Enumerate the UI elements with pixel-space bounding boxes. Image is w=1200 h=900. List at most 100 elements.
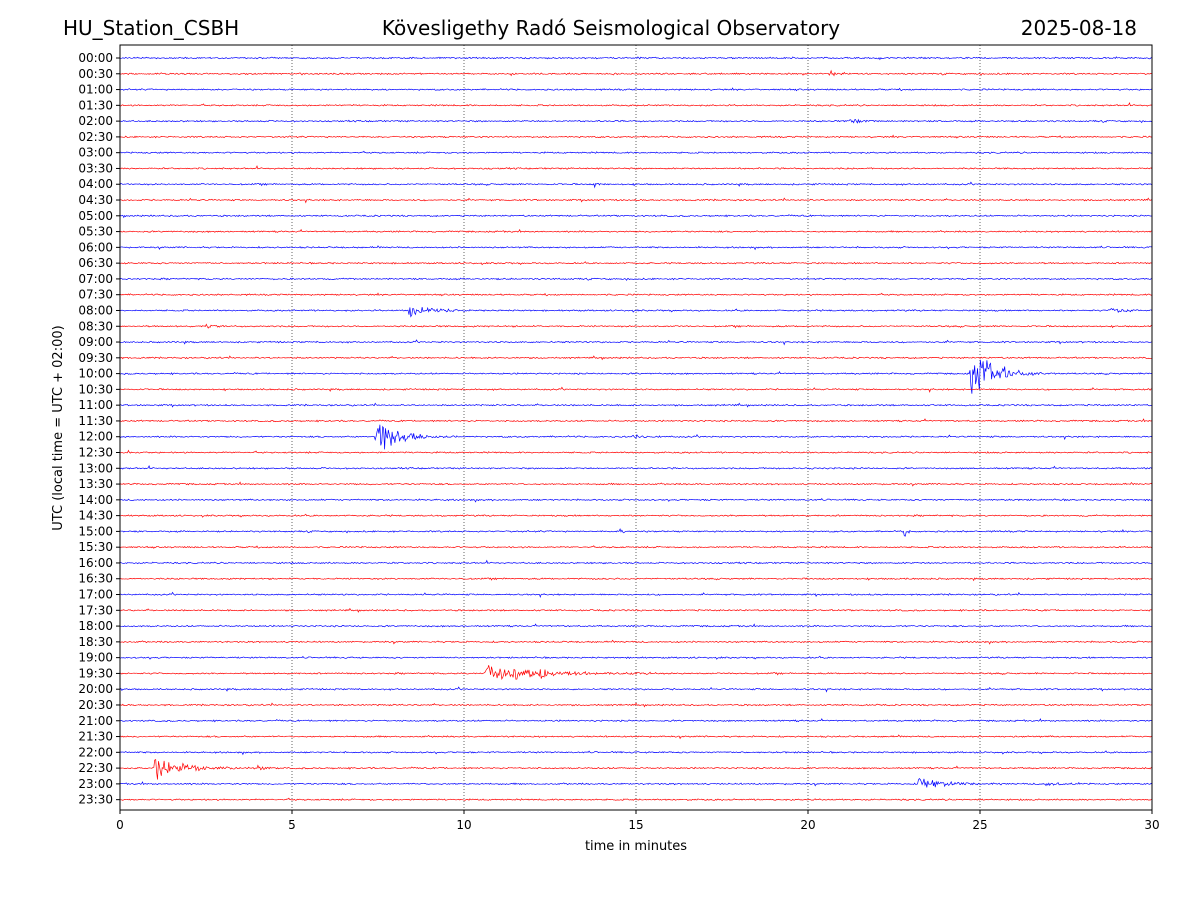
y-tick-label: 11:00 <box>78 398 113 412</box>
trace-1600 <box>119 559 1153 565</box>
y-tick-label: 09:00 <box>78 335 113 349</box>
trace-1230 <box>119 449 1153 454</box>
y-tick-label: 18:00 <box>78 619 113 633</box>
trace-1530 <box>119 545 1153 549</box>
date-title: 2025-08-18 <box>1021 16 1137 40</box>
y-tick-label: 22:30 <box>78 761 113 775</box>
trace-0630 <box>119 261 1153 266</box>
trace-0700 <box>119 277 1153 281</box>
trace-0200 <box>119 118 1153 124</box>
x-tick-label: 30 <box>1144 818 1159 832</box>
y-tick-label: 12:30 <box>78 446 113 460</box>
y-tick-label: 07:00 <box>78 272 113 286</box>
trace-1700 <box>119 591 1153 599</box>
y-tick-label: 00:30 <box>78 67 113 81</box>
y-tick-label: 22:00 <box>78 745 113 759</box>
x-axis-ticks: 0 5 10 15 20 25 30 <box>116 810 1160 832</box>
trace-2030 <box>119 702 1153 708</box>
trace-1000 <box>119 359 1153 394</box>
y-tick-label: 19:30 <box>78 666 113 680</box>
x-grid <box>291 45 981 810</box>
y-tick-label: 15:00 <box>78 524 113 538</box>
trace-0400 <box>119 181 1153 189</box>
trace-0000 <box>119 56 1153 61</box>
y-tick-label: 16:30 <box>78 572 113 586</box>
trace-0600 <box>119 245 1153 251</box>
y-tick-label: 07:30 <box>78 288 113 302</box>
observatory-title: Kövesligethy Radó Seismological Observat… <box>382 16 840 40</box>
y-tick-label: 05:30 <box>78 225 113 239</box>
trace-1330 <box>119 481 1153 487</box>
y-tick-label: 04:00 <box>78 177 113 191</box>
trace-0330 <box>119 165 1153 170</box>
trace-2100 <box>119 718 1153 723</box>
y-tick-label: 03:00 <box>78 146 113 160</box>
trace-2330 <box>119 797 1153 802</box>
trace-0800 <box>119 306 1153 318</box>
trace-1130 <box>119 418 1153 423</box>
trace-2200 <box>119 750 1153 756</box>
y-tick-label: 04:30 <box>78 193 113 207</box>
y-tick-label: 08:00 <box>78 303 113 317</box>
trace-1400 <box>119 498 1153 503</box>
y-tick-label: 12:00 <box>78 430 113 444</box>
y-tick-label: 01:00 <box>78 83 113 97</box>
y-tick-label: 17:00 <box>78 588 113 602</box>
trace-1030 <box>119 386 1153 393</box>
trace-1830 <box>119 639 1153 645</box>
y-tick-label: 00:00 <box>78 51 113 65</box>
trace-0500 <box>119 214 1153 219</box>
x-tick-label: 0 <box>116 818 124 832</box>
y-tick-label: 05:00 <box>78 209 113 223</box>
trace-1800 <box>119 623 1153 628</box>
y-tick-label: 13:30 <box>78 477 113 491</box>
y-tick-label: 21:30 <box>78 730 113 744</box>
trace-1500 <box>119 528 1153 537</box>
y-axis-label: UTC (local time = UTC + 02:00) <box>51 325 66 530</box>
trace-1900 <box>120 655 1153 660</box>
trace-0930 <box>119 355 1153 361</box>
y-tick-label: 10:00 <box>78 367 113 381</box>
trace-1100 <box>119 402 1153 408</box>
trace-1200 <box>119 424 1153 450</box>
trace-0130 <box>119 102 1153 107</box>
y-tick-label: 16:00 <box>78 556 113 570</box>
trace-1730 <box>120 607 1153 613</box>
y-tick-label: 11:30 <box>78 414 113 428</box>
x-tick-label: 5 <box>288 818 296 832</box>
trace-0430 <box>119 197 1153 204</box>
y-tick-label: 14:00 <box>78 493 113 507</box>
y-tick-label: 20:00 <box>78 682 113 696</box>
trace-2130 <box>119 734 1153 740</box>
seismic-traces <box>119 56 1153 802</box>
y-tick-label: 18:30 <box>78 635 113 649</box>
x-tick-label: 25 <box>972 818 987 832</box>
y-tick-label: 06:30 <box>78 256 113 270</box>
trace-0100 <box>119 87 1153 92</box>
trace-1930 <box>119 665 1153 681</box>
y-tick-label: 02:00 <box>78 114 113 128</box>
trace-0530 <box>119 228 1153 233</box>
x-tick-label: 15 <box>628 818 643 832</box>
trace-2300 <box>119 778 1153 788</box>
trace-2000 <box>119 686 1153 693</box>
trace-0030 <box>119 69 1153 77</box>
y-tick-label: 03:30 <box>78 161 113 175</box>
trace-1430 <box>119 513 1153 518</box>
x-tick-label: 20 <box>800 818 815 832</box>
y-tick-label: 08:30 <box>78 319 113 333</box>
trace-0900 <box>119 339 1153 346</box>
x-tick-label: 10 <box>456 818 471 832</box>
y-tick-label: 01:30 <box>78 98 113 112</box>
trace-0730 <box>119 292 1153 297</box>
y-tick-label: 23:00 <box>78 777 113 791</box>
y-tick-label: 06:00 <box>78 240 113 254</box>
y-tick-label: 13:00 <box>78 461 113 475</box>
trace-0300 <box>119 150 1153 155</box>
station-title: HU_Station_CSBH <box>63 16 239 40</box>
y-tick-label: 02:30 <box>78 130 113 144</box>
trace-1630 <box>119 577 1153 582</box>
trace-0230 <box>119 134 1153 139</box>
